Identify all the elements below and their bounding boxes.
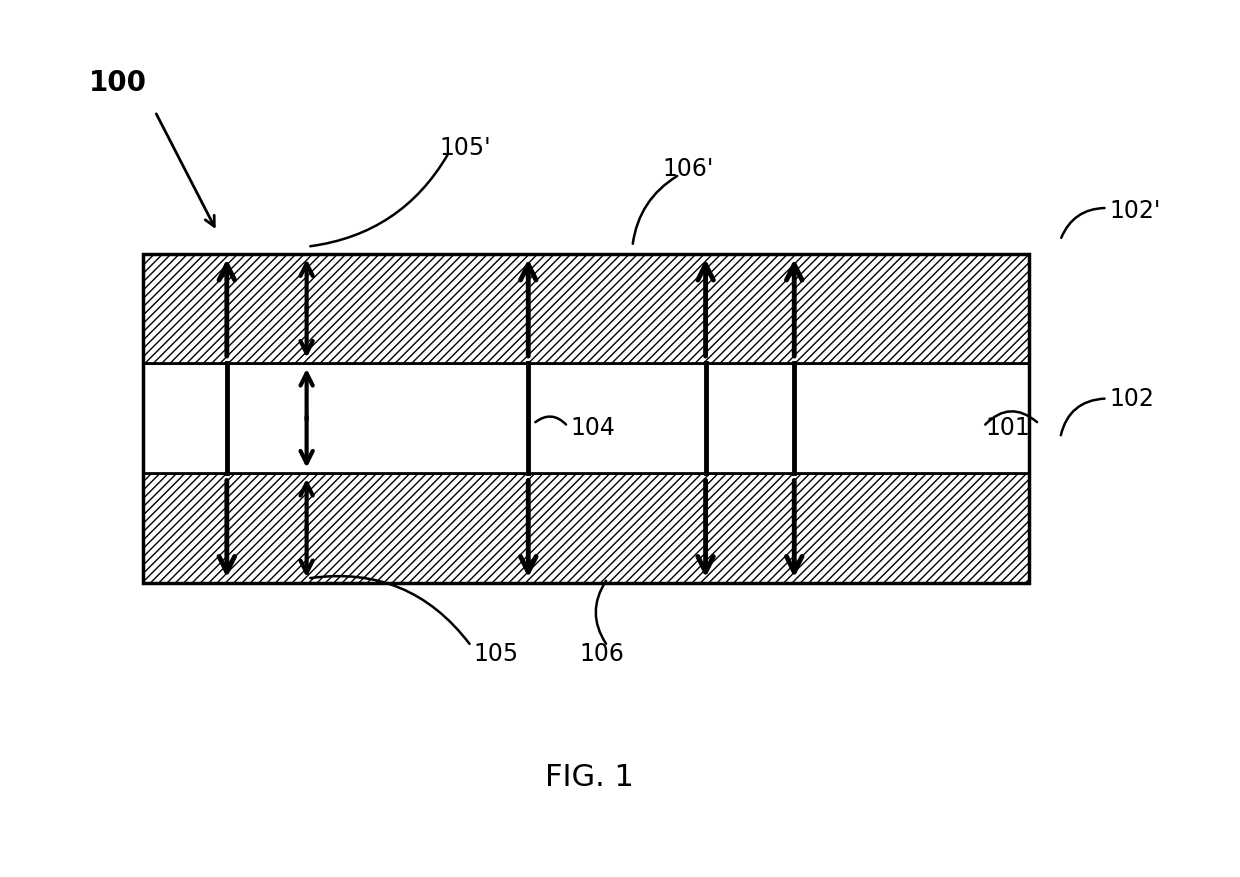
Text: 102: 102 (1110, 387, 1154, 411)
Text: 105: 105 (474, 641, 518, 666)
Bar (143, 364, 1029, 474)
Bar (143, 254, 1029, 364)
Text: 101: 101 (986, 415, 1030, 439)
Text: 105': 105' (439, 135, 491, 160)
Bar (143, 254, 1029, 583)
Text: FIG. 1: FIG. 1 (544, 761, 634, 791)
Text: 106: 106 (579, 641, 624, 666)
Text: 102': 102' (1110, 198, 1161, 223)
Text: 106': 106' (662, 156, 714, 181)
Text: 104: 104 (570, 415, 615, 439)
Bar (143, 474, 1029, 583)
Text: 100: 100 (89, 69, 148, 97)
